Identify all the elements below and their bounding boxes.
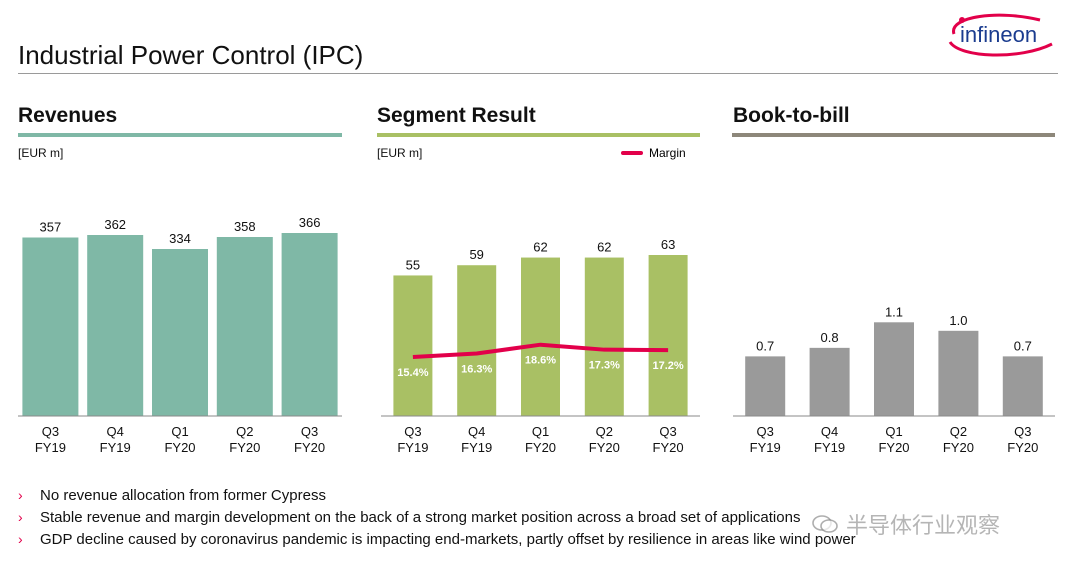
revenue-value-label: 334 (169, 231, 191, 246)
revenue-bar (87, 235, 144, 416)
segment-tick-label: FY19 (461, 440, 492, 455)
bullet-marker: › (18, 531, 23, 547)
btb-tick-label: FY20 (943, 440, 974, 455)
btb-bar (745, 356, 786, 416)
btb-value-label: 0.7 (756, 338, 774, 353)
btb-rule (732, 133, 1055, 137)
segment-bar (648, 255, 688, 416)
segment-tick-label: Q4 (468, 424, 485, 439)
margin-label: 18.6% (525, 355, 556, 367)
segment-unit: [EUR m] (377, 146, 423, 160)
bullet-text: GDP decline caused by coronavirus pandem… (40, 530, 856, 548)
btb-tick-label: FY20 (878, 440, 909, 455)
btb-value-label: 0.7 (1014, 338, 1032, 353)
revenue-tick-label: Q3 (42, 424, 59, 439)
revenue-tick-label: Q3 (301, 424, 318, 439)
title-divider (18, 73, 1058, 74)
margin-label: 15.4% (397, 367, 428, 379)
page-title: Industrial Power Control (IPC) (18, 40, 364, 70)
revenue-bar (216, 237, 273, 416)
segment-value-label: 62 (533, 240, 547, 255)
btb-value-label: 1.0 (949, 313, 967, 328)
margin-label: 17.3% (589, 360, 620, 372)
segment-tick-label: FY20 (653, 440, 684, 455)
bullet-marker: › (18, 509, 23, 525)
btb-tick-label: Q3 (757, 424, 774, 439)
segment-tick-label: Q3 (404, 424, 421, 439)
revenue-bar (22, 237, 79, 416)
btb-tick-label: FY20 (1007, 440, 1038, 455)
margin-line (412, 342, 669, 359)
btb-value-label: 1.1 (885, 304, 903, 319)
revenue-value-label: 362 (104, 217, 126, 232)
segment-bar (393, 275, 433, 416)
watermark: 半导体行业观察 (812, 508, 1000, 540)
segment-rule (377, 133, 700, 137)
revenue-value-label: 366 (299, 215, 321, 230)
segment-value-label: 63 (661, 237, 675, 252)
segment-value-label: 62 (597, 240, 611, 255)
revenue-bar (281, 233, 338, 416)
segment-bar (584, 257, 624, 416)
revenue-tick-label: FY20 (164, 440, 195, 455)
segment-tick-label: Q3 (659, 424, 676, 439)
margin-legend: Margin (621, 146, 686, 160)
revenues-rule (18, 133, 342, 137)
btb-tick-label: Q2 (950, 424, 967, 439)
segment-bar (521, 257, 560, 416)
infineon-logo: infineon (940, 6, 1062, 62)
revenue-tick-label: FY20 (229, 440, 260, 455)
btb-tick-label: FY19 (814, 440, 845, 455)
btb-tick-label: Q4 (821, 424, 838, 439)
wechat-icon (812, 515, 838, 533)
segment-bar (457, 265, 497, 416)
margin-label: 17.2% (652, 360, 683, 372)
revenues-heading: Revenues (18, 104, 118, 127)
btb-bar (874, 322, 914, 416)
bullet-marker: › (18, 487, 23, 503)
btb-tick-label: FY19 (750, 440, 781, 455)
segment-tick-label: FY20 (525, 440, 556, 455)
bullet-text: Stable revenue and margin development on… (40, 508, 801, 526)
revenue-value-label: 357 (40, 220, 62, 235)
revenue-tick-label: Q4 (107, 424, 124, 439)
segment-value-label: 55 (406, 257, 420, 272)
margin-legend-swatch (621, 151, 643, 155)
revenue-value-label: 358 (234, 219, 256, 234)
revenue-tick-label: FY20 (294, 440, 325, 455)
revenue-tick-label: Q2 (236, 424, 253, 439)
bullet-item: › GDP decline caused by coronavirus pand… (18, 528, 856, 550)
btb-tick-label: Q3 (1014, 424, 1031, 439)
segment-tick-label: FY20 (589, 440, 620, 455)
revenue-tick-label: FY19 (35, 440, 66, 455)
revenues-unit: [EUR m] (18, 146, 64, 160)
segment-heading: Segment Result (377, 104, 536, 127)
revenue-tick-label: FY19 (100, 440, 131, 455)
bullet-text: No revenue allocation from former Cypres… (40, 486, 326, 504)
revenue-bar (152, 249, 208, 416)
margin-label: 16.3% (461, 364, 492, 376)
revenue-tick-label: Q1 (171, 424, 188, 439)
bullet-item: › No revenue allocation from former Cypr… (18, 484, 856, 506)
watermark-text: 半导体行业观察 (846, 514, 1001, 539)
segment-tick-label: Q1 (532, 424, 549, 439)
bullet-list: › No revenue allocation from former Cypr… (18, 484, 856, 550)
btb-value-label: 0.8 (821, 330, 839, 345)
margin-legend-label: Margin (649, 146, 686, 160)
segment-value-label: 59 (469, 247, 483, 262)
btb-bar (809, 347, 850, 416)
btb-bar (1002, 356, 1043, 416)
segment-tick-label: Q2 (596, 424, 613, 439)
btb-bar (938, 330, 979, 416)
btb-tick-label: Q1 (885, 424, 902, 439)
btb-heading: Book-to-bill (733, 104, 850, 127)
bullet-item: › Stable revenue and margin development … (18, 506, 856, 528)
logo-wordmark: infineon (960, 22, 1037, 47)
segment-tick-label: FY19 (397, 440, 428, 455)
